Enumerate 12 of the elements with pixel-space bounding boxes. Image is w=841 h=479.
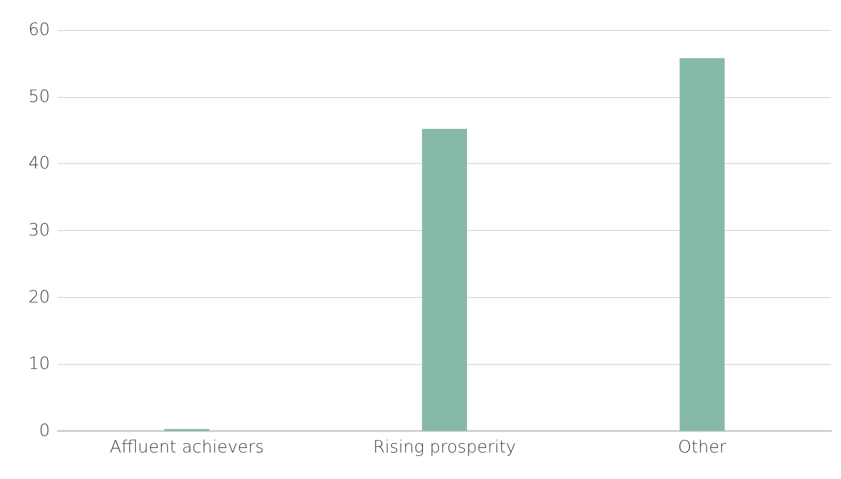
y-tick-label: 10: [28, 354, 50, 374]
y-tick-label: 30: [28, 220, 50, 240]
y-tick-label: 50: [28, 86, 50, 107]
y-tick-label: 20: [28, 287, 50, 308]
y-tick-label: 60: [28, 20, 50, 40]
bar: [422, 128, 467, 431]
y-tick-label: 0: [39, 421, 50, 441]
x-tick-label: Other: [678, 438, 726, 458]
x-tick-label: Affluent achievers: [110, 438, 264, 458]
bar: [680, 58, 725, 431]
y-tick-label: 40: [28, 154, 50, 174]
x-tick-label: Rising prosperity: [373, 438, 516, 458]
